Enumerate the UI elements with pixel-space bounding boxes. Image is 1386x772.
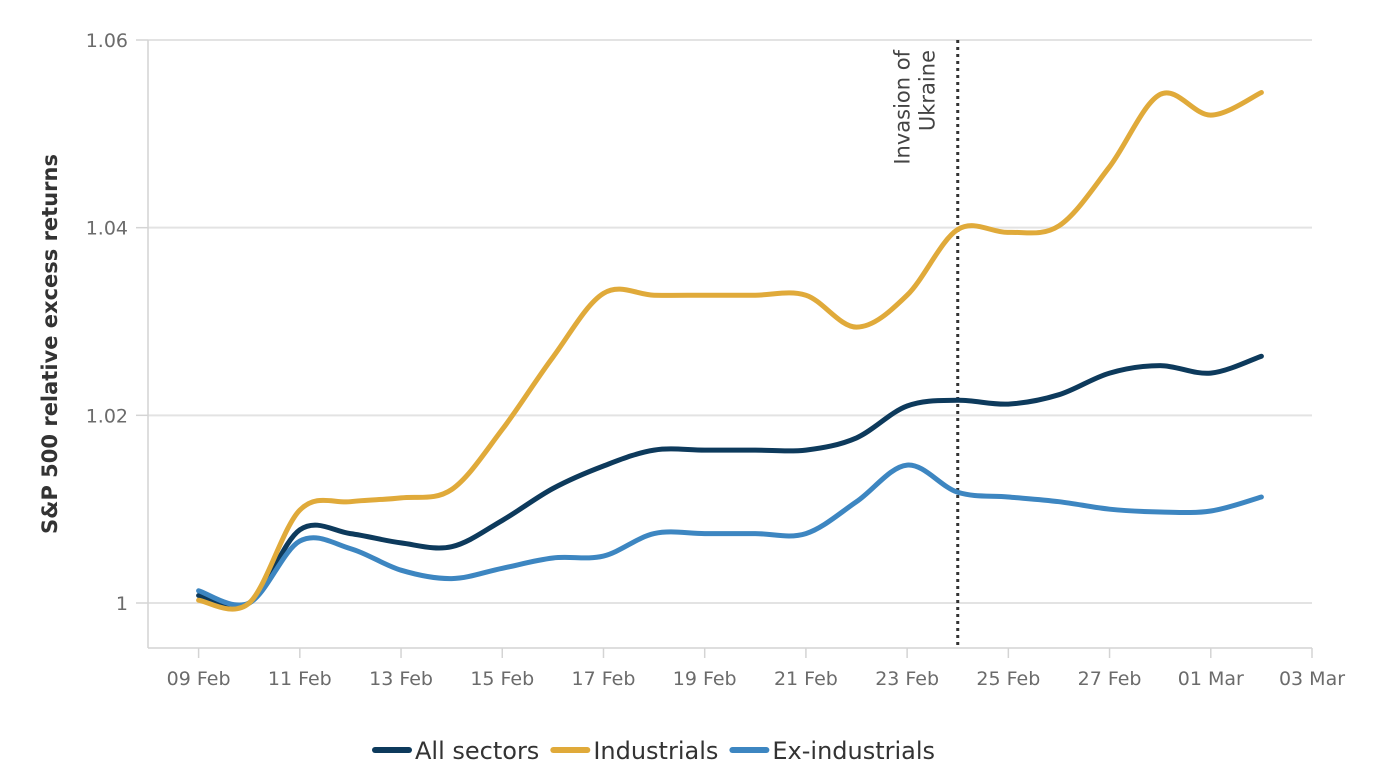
annotation-layer: Invasion ofUkraine	[891, 40, 960, 648]
legend-label-ex-industrials: Ex-industrials	[772, 737, 935, 765]
annotation-line: Ukraine	[916, 50, 940, 131]
x-tick-label: 13 Feb	[369, 668, 433, 690]
x-tick-label: 03 Mar	[1279, 668, 1345, 690]
y-tick-labels: 1 1.02 1.04 1.06	[86, 30, 128, 615]
y-axis-label: S&P 500 relative excess returns	[38, 154, 62, 534]
y-tick-label: 1.02	[86, 405, 128, 427]
invasion-annotation: Invasion ofUkraine	[891, 49, 940, 164]
x-tick-label: 25 Feb	[976, 668, 1040, 690]
annotation-line: Invasion of	[891, 49, 915, 164]
series-line-ex-industrials	[196, 462, 1264, 608]
y-tick-label: 1	[116, 593, 128, 615]
legend-label-industrials: Industrials	[593, 737, 718, 765]
y-tick-label: 1.04	[86, 218, 128, 240]
x-tick-labels: 09 Feb 11 Feb 13 Feb 15 Feb 17 Feb 19 Feb 21 F…	[167, 668, 1346, 690]
x-tick-label: 27 Feb	[1078, 668, 1142, 690]
x-tick-label: 19 Feb	[673, 668, 737, 690]
x-tick-label: 21 Feb	[774, 668, 838, 690]
series-line-all-sectors	[196, 353, 1264, 610]
y-tick-label: 1.06	[86, 30, 128, 52]
x-tick-label: 15 Feb	[470, 668, 534, 690]
axes	[136, 39, 1313, 658]
x-tick-label: 11 Feb	[268, 668, 332, 690]
gridlines	[148, 39, 1312, 604]
series-line-industrials	[196, 90, 1264, 612]
series-layer	[196, 90, 1264, 612]
x-tick-label: 17 Feb	[572, 668, 636, 690]
legend-label-all-sectors: All sectors	[415, 737, 539, 765]
legend: All sectors Industrials Ex-industrials	[372, 737, 935, 765]
x-tick-label: 09 Feb	[167, 668, 231, 690]
x-tick-label: 01 Mar	[1178, 668, 1244, 690]
x-tick-label: 23 Feb	[875, 668, 939, 690]
